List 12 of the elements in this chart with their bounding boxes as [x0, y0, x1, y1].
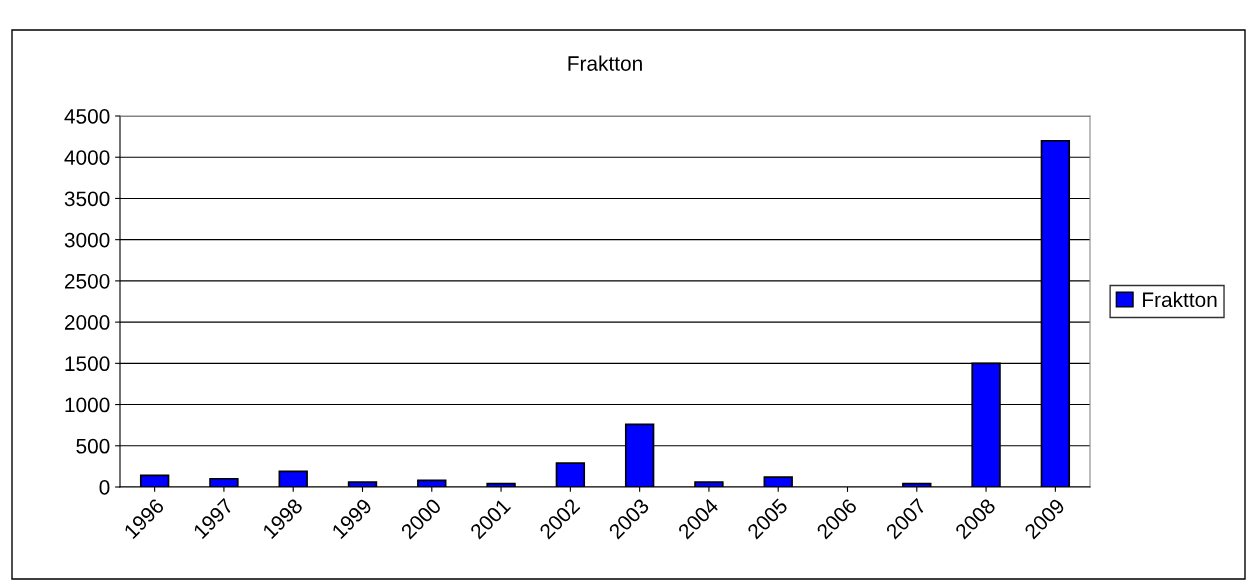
y-tick-label: 500	[76, 438, 110, 454]
y-tick-label: 2500	[64, 273, 110, 289]
y-tick-label: 3000	[64, 232, 110, 248]
y-tick-label: 3500	[64, 191, 110, 207]
y-tick-label: 0	[99, 480, 110, 495]
legend-label: Fraktton	[1143, 291, 1217, 308]
y-tick-label: 2000	[64, 315, 110, 330]
y-tick-label: 4500	[64, 109, 110, 124]
y-tick-label: 1000	[65, 397, 110, 413]
chart-title: Fraktton	[568, 55, 642, 71]
y-tick-label: 1500	[65, 356, 110, 372]
y-tick-label: 4000	[64, 150, 110, 165]
